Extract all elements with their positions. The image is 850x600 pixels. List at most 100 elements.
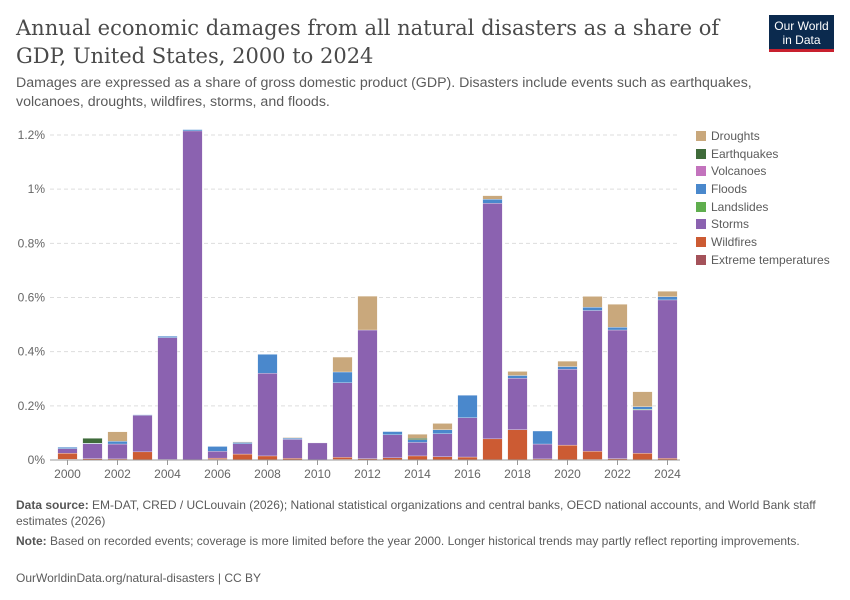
bar-segment-storms[interactable] [57,448,78,454]
bar-segment-floods[interactable] [482,199,503,204]
bar-segment-wildfires[interactable] [57,453,78,460]
bar-segment-storms[interactable] [232,443,253,455]
bar-segment-storms[interactable] [82,443,103,459]
chart-title: Annual economic damages from all natural… [16,16,720,68]
bar-segment-floods[interactable] [157,336,178,338]
bar-segment-floods[interactable] [582,307,603,311]
x-tick-label: 2004 [154,467,181,481]
legend-item-earthquakes[interactable]: Earthquakes [696,145,830,163]
bar-segment-storms[interactable] [557,369,578,446]
bar-segment-floods[interactable] [432,429,453,434]
bar-segment-storms[interactable] [157,337,178,460]
x-tick-label: 2020 [554,467,581,481]
legend-item-volcanoes[interactable]: Volcanoes [696,162,830,180]
legend-label: Volcanoes [711,164,767,179]
bar-segment-storms[interactable] [382,434,403,458]
bar-segment-storms[interactable] [432,433,453,457]
bar-segment-floods[interactable] [632,406,653,410]
bar-segment-droughts[interactable] [557,360,578,367]
x-tick-label: 2014 [404,467,431,481]
bar-segment-wildfires[interactable] [257,455,278,461]
bar-segment-storms[interactable] [607,329,628,459]
bar-segment-storms[interactable] [632,409,653,454]
bar-segment-storms[interactable] [307,442,328,461]
chart-subtitle: Damages are expressed as a share of gros… [16,75,752,110]
legend-swatch [696,254,706,265]
bar-segment-earthquakes[interactable] [82,438,103,444]
bar-segment-wildfires[interactable] [582,451,603,460]
legend-swatch [696,148,706,159]
bar-segment-wildfires[interactable] [207,457,228,460]
bar-segment-wildfires[interactable] [332,457,353,460]
legend-swatch [696,166,706,177]
bar-segment-floods[interactable] [457,395,478,418]
bar-segment-wildfires[interactable] [132,451,153,461]
bar-segment-floods[interactable] [557,366,578,370]
bar-segment-storms[interactable] [407,442,428,457]
bar-segment-floods[interactable] [332,371,353,383]
y-tick-label: 0.2% [18,399,46,413]
legend-item-storms[interactable]: Storms [696,215,830,233]
bar-segment-storms[interactable] [332,382,353,458]
owid-logo[interactable]: Our World in Data [769,15,834,52]
bar-segment-storms[interactable] [182,130,203,461]
bar-segment-storms[interactable] [257,373,278,457]
bar-segment-storms[interactable] [657,299,678,459]
bar-segment-wildfires[interactable] [407,455,428,461]
bar-segment-storms[interactable] [482,203,503,440]
bar-segment-droughts[interactable] [282,437,303,439]
legend-label: Wildfires [711,234,758,249]
bar-segment-droughts[interactable] [332,356,353,373]
source-url[interactable]: OurWorldinData.org/natural-disasters | C… [16,571,261,585]
bar-segment-floods[interactable] [257,354,278,374]
bar-segment-floods[interactable] [132,414,153,416]
bar-segment-storms[interactable] [507,378,528,430]
note-text: Based on recorded events; coverage is mo… [50,534,800,548]
bar-segment-wildfires[interactable] [457,456,478,460]
legend-item-wildfires[interactable]: Wildfires [696,233,830,251]
bar-segment-droughts[interactable] [632,391,653,407]
bar-segment-wildfires[interactable] [507,429,528,461]
bar-segment-floods[interactable] [207,446,228,452]
bar-segment-droughts[interactable] [657,291,678,297]
bar-segment-floods[interactable] [107,441,128,445]
bar-segment-wildfires[interactable] [632,453,653,461]
legend-item-floods[interactable]: Floods [696,180,830,198]
bar-segment-storms[interactable] [457,417,478,458]
bar-segment-droughts[interactable] [357,295,378,331]
stacked-bar-chart: 0% 0.2% 0.4% 0.6% 0.8% 1% 1.2% 2000 2002 2004 2006… [18,128,682,481]
bar-segment-droughts[interactable] [507,371,528,376]
logo-line-2: in Data [782,33,821,47]
bar-segment-droughts[interactable] [407,434,428,439]
bar-segment-floods[interactable] [407,439,428,443]
bar-segment-droughts[interactable] [232,441,253,443]
bar-segment-floods[interactable] [607,327,628,331]
bar-segment-storms[interactable] [132,415,153,453]
bar-segment-floods[interactable] [382,431,403,435]
bar-segment-wildfires[interactable] [557,444,578,461]
bar-segment-floods[interactable] [532,430,553,445]
note-label: Note: [16,534,47,548]
bar-segment-earthquakes[interactable] [407,438,428,440]
bar-segment-storms[interactable] [532,443,553,460]
legend-item-droughts[interactable]: Droughts [696,127,830,145]
legend-item-landslides[interactable]: Landslides [696,198,830,216]
bar-segment-storms[interactable] [107,443,128,460]
bar-segment-floods[interactable] [507,375,528,379]
bar-segment-droughts[interactable] [607,304,628,328]
bar-segment-floods[interactable] [57,447,78,449]
bar-segment-wildfires[interactable] [232,453,253,461]
legend-item-extreme-temperatures[interactable]: Extreme temperatures [696,251,830,269]
data-source-label: Data source: [16,498,89,512]
bar-segment-floods[interactable] [182,129,203,132]
bar-segment-droughts[interactable] [107,431,128,442]
bar-segment-droughts[interactable] [482,195,503,200]
bar-segment-droughts[interactable] [432,423,453,430]
bar-segment-storms[interactable] [357,329,378,459]
bar-segment-storms[interactable] [282,439,303,459]
bar-segment-floods[interactable] [657,296,678,301]
bar-segment-storms[interactable] [207,451,228,459]
bar-segment-storms[interactable] [582,310,603,452]
bar-segment-droughts[interactable] [582,296,603,308]
bar-segment-wildfires[interactable] [482,438,503,461]
